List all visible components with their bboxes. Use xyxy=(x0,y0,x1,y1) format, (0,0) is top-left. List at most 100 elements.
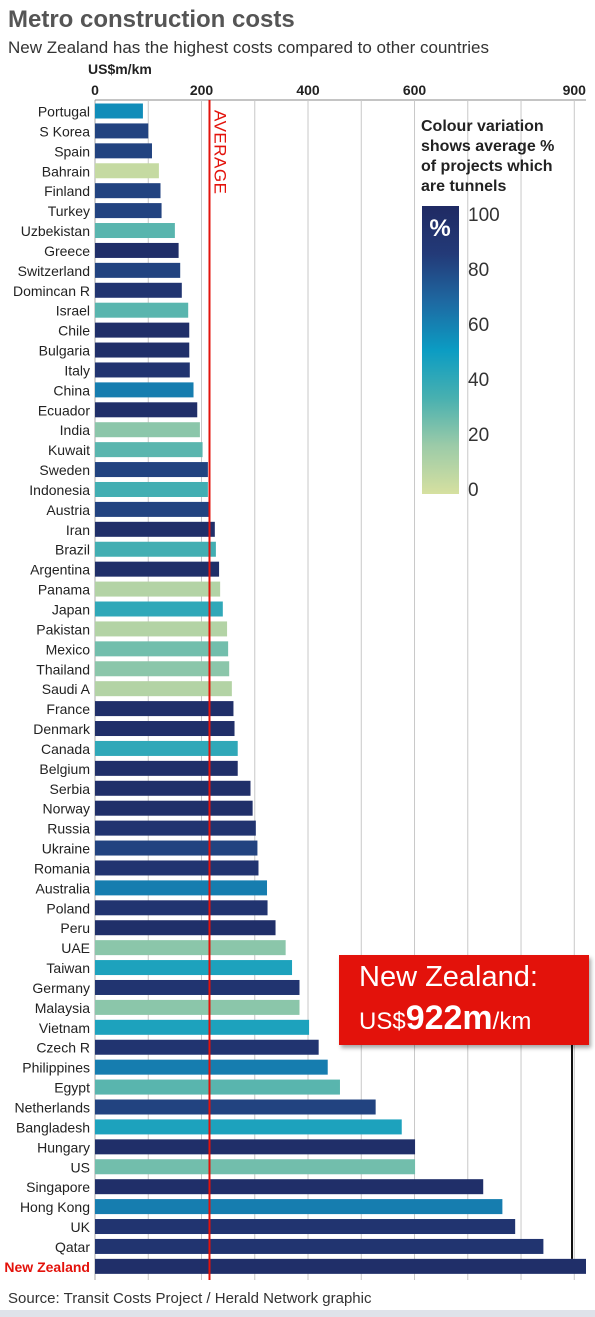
category-label: Norway xyxy=(43,801,90,817)
category-label: Belgium xyxy=(39,761,90,777)
bar-hungary xyxy=(95,1139,416,1155)
legend-tick-label: 20 xyxy=(468,425,489,446)
category-label: S Korea xyxy=(39,123,90,139)
bar-italy xyxy=(95,362,190,378)
bar-us xyxy=(95,1159,416,1175)
bar-brazil xyxy=(95,541,216,557)
category-label: Malaysia xyxy=(35,1000,90,1016)
category-label: Saudi A xyxy=(42,681,91,697)
category-label: Philippines xyxy=(22,1060,90,1076)
bar-germany xyxy=(95,979,300,995)
bar-argentina xyxy=(95,561,220,577)
bar-indonesia xyxy=(95,481,208,497)
callout-value-line: US$922m/km xyxy=(359,999,531,1038)
bar-thailand xyxy=(95,661,230,677)
callout-currency: US$ xyxy=(359,1008,406,1035)
bar-canada xyxy=(95,740,238,756)
bar-bahrain xyxy=(95,163,159,179)
category-label: Switzerland xyxy=(18,263,90,279)
category-label: Denmark xyxy=(33,721,91,737)
x-tick-label: 600 xyxy=(403,82,427,98)
bar-bulgaria xyxy=(95,342,190,358)
bar-australia xyxy=(95,880,268,896)
bar-egypt xyxy=(95,1079,340,1095)
category-label: Bahrain xyxy=(42,163,90,179)
category-label: Italy xyxy=(64,362,90,378)
category-label: Mexico xyxy=(46,641,91,657)
category-label: Germany xyxy=(32,980,90,996)
bar-hong-kong xyxy=(95,1199,503,1215)
category-label: Finland xyxy=(44,183,90,199)
bar-singapore xyxy=(95,1179,484,1195)
category-label: Australia xyxy=(36,880,91,896)
category-label: Austria xyxy=(46,502,90,518)
bar-uk xyxy=(95,1219,516,1235)
bar-france xyxy=(95,701,234,717)
bar-austria xyxy=(95,501,209,517)
legend-percent-symbol: % xyxy=(429,215,450,242)
bar-israel xyxy=(95,302,189,318)
average-label: AVERAGE xyxy=(210,110,229,194)
category-label: New Zealand xyxy=(4,1259,90,1275)
bar-ukraine xyxy=(95,840,258,856)
bar-denmark xyxy=(95,721,235,737)
legend-tick-label: 40 xyxy=(468,370,489,391)
category-label: Turkey xyxy=(48,203,90,219)
category-label: Greece xyxy=(44,243,90,259)
callout-value: 922m xyxy=(405,999,493,1037)
bar-portugal xyxy=(95,103,143,119)
category-label: Egypt xyxy=(54,1080,90,1096)
bar-new-zealand xyxy=(95,1258,586,1274)
category-label: Thailand xyxy=(36,661,90,677)
category-label: Japan xyxy=(52,602,90,618)
legend-title-line: are tunnels xyxy=(421,178,506,195)
x-tick-label: 0 xyxy=(91,82,99,98)
bar-czech-r xyxy=(95,1039,319,1055)
category-label: Czech R xyxy=(36,1040,90,1056)
bar-s-korea xyxy=(95,123,149,139)
category-label: Bangladesh xyxy=(16,1119,90,1135)
bar-russia xyxy=(95,820,256,836)
bar-peru xyxy=(95,920,276,936)
legend-tick-label: 60 xyxy=(468,315,489,336)
category-label: Sweden xyxy=(39,462,90,478)
category-label: Hong Kong xyxy=(20,1199,90,1215)
bar-norway xyxy=(95,800,253,816)
category-label: Peru xyxy=(60,920,90,936)
bar-poland xyxy=(95,900,268,916)
category-label: Israel xyxy=(56,303,90,319)
bar-ecuador xyxy=(95,402,198,418)
bar-turkey xyxy=(95,203,162,219)
category-label: Spain xyxy=(54,143,90,159)
bar-uzbekistan xyxy=(95,223,175,239)
category-label: Argentina xyxy=(30,562,90,578)
category-label: Pakistan xyxy=(36,621,90,637)
bar-romania xyxy=(95,860,259,876)
category-label: Panama xyxy=(38,582,90,598)
chart-title: Metro construction costs xyxy=(8,6,295,33)
category-label: Brazil xyxy=(55,542,90,558)
bar-netherlands xyxy=(95,1099,376,1115)
bar-greece xyxy=(95,242,179,258)
category-label: US xyxy=(71,1159,90,1175)
category-label: Kuwait xyxy=(48,442,90,458)
category-label: Taiwan xyxy=(46,960,90,976)
callout-unit: /km xyxy=(492,1008,532,1035)
legend-tick-label: 100 xyxy=(468,205,500,226)
bar-sweden xyxy=(95,462,208,478)
category-label: Canada xyxy=(41,741,90,757)
bar-japan xyxy=(95,601,223,617)
bar-switzerland xyxy=(95,262,181,278)
category-label: Hungary xyxy=(37,1139,90,1155)
category-label: Uzbekistan xyxy=(21,223,90,239)
category-label: Ukraine xyxy=(42,841,90,857)
chart-subtitle: New Zealand has the highest costs compar… xyxy=(8,38,489,57)
category-label: Vietnam xyxy=(39,1020,90,1036)
bar-china xyxy=(95,382,194,398)
bar-vietnam xyxy=(95,1019,310,1035)
unit-label: US$m/km xyxy=(88,61,152,77)
category-label: Indonesia xyxy=(29,482,90,498)
category-label: Serbia xyxy=(50,781,91,797)
bar-uae xyxy=(95,940,286,956)
